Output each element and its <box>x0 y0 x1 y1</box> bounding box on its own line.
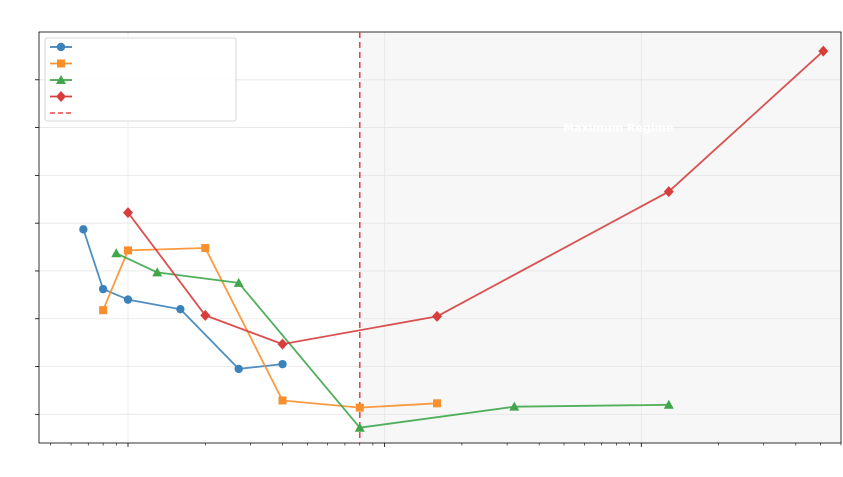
series-1 <box>79 225 287 374</box>
series-3 <box>111 248 674 432</box>
series-line <box>127 50 824 346</box>
legend-marker <box>57 59 65 68</box>
legend-box <box>44 37 237 122</box>
data-point <box>99 306 108 315</box>
legend-marker <box>56 42 66 52</box>
data-point <box>818 45 829 57</box>
data-point <box>176 304 185 314</box>
series-line <box>102 247 438 409</box>
series-2 <box>99 244 442 412</box>
data-point <box>355 403 364 412</box>
region-label: Maximum Regime <box>563 122 673 135</box>
data-point <box>123 295 133 304</box>
tick-layer <box>35 79 842 447</box>
data-point <box>79 225 88 234</box>
data-point <box>98 284 108 294</box>
data-point <box>200 309 211 321</box>
chart-subtitle: (Initial noise = 2.0, divided by trust r… <box>278 15 602 30</box>
legend-marker <box>56 75 66 84</box>
data-point <box>278 359 287 369</box>
data-point <box>152 267 163 277</box>
series-4 <box>123 45 829 350</box>
data-point <box>354 422 365 432</box>
chart-title: FID vs Dataset Noise Level for Different… <box>291 0 590 15</box>
data-point <box>663 399 674 409</box>
data-point <box>234 364 243 374</box>
legend-marker <box>56 91 66 102</box>
data-point <box>277 338 288 350</box>
data-point <box>663 186 674 198</box>
data-point <box>278 396 287 405</box>
series-line <box>115 252 669 429</box>
data-point <box>124 246 133 255</box>
data-point <box>111 248 122 258</box>
data-point <box>233 277 244 287</box>
data-point <box>433 399 442 408</box>
data-point <box>509 401 520 411</box>
series-layer <box>79 45 829 432</box>
data-point <box>123 207 134 219</box>
shaded-region-layer <box>359 32 841 443</box>
data-point <box>201 244 210 253</box>
data-point <box>432 310 443 322</box>
shaded-region <box>359 32 841 443</box>
legend <box>44 37 237 122</box>
plot-frame <box>38 31 842 444</box>
series-line <box>82 229 283 370</box>
